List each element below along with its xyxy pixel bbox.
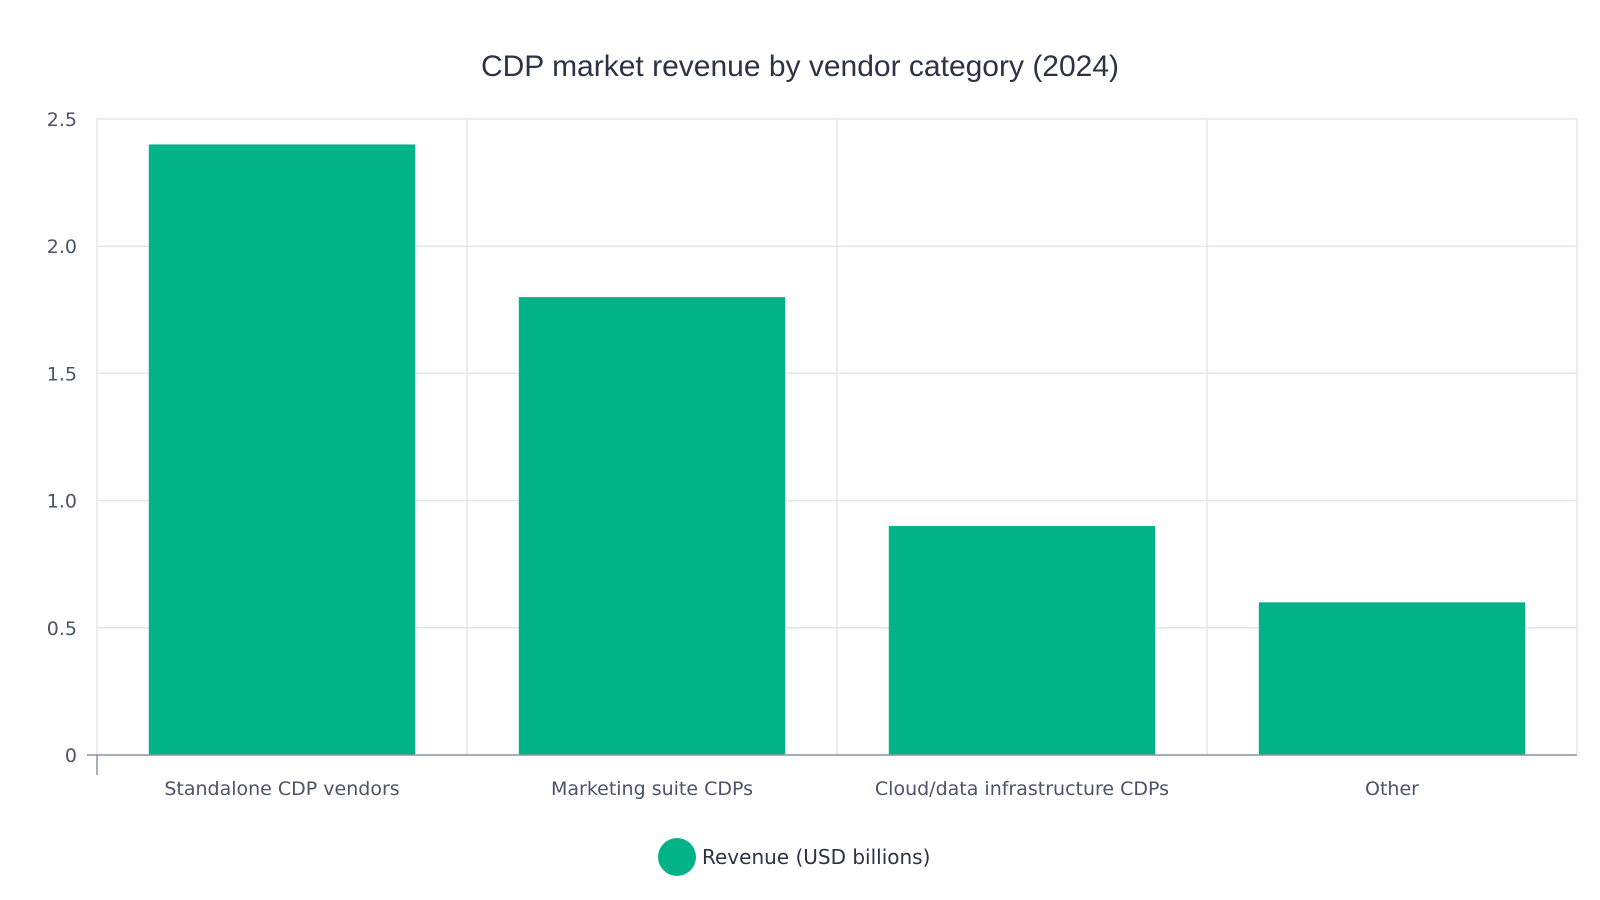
legend-swatch[interactable]: [658, 838, 696, 876]
y-tick-label: 1.5: [47, 363, 77, 385]
y-tick-labels: 0 0.5 1.0 1.5 2.0 2.5: [47, 109, 77, 767]
chart-title: CDP market revenue by vendor category (2…: [481, 50, 1119, 83]
legend-label[interactable]: Revenue (USD billions): [702, 845, 930, 869]
bar-other[interactable]: [1258, 602, 1526, 755]
axes: [87, 754, 1577, 775]
x-tick-label: Marketing suite CDPs: [551, 778, 753, 800]
bar-cloud-data-infrastructure-cdps[interactable]: [888, 526, 1156, 755]
bar-marketing-suite-cdps[interactable]: [518, 297, 786, 755]
bars: [148, 144, 1526, 755]
y-tick-label: 2.0: [47, 236, 77, 258]
x-tick-label: Standalone CDP vendors: [164, 778, 399, 800]
bar-standalone-cdp-vendors[interactable]: [148, 144, 416, 755]
legend[interactable]: Revenue (USD billions): [658, 838, 930, 876]
x-tick-label: Other: [1365, 778, 1419, 800]
y-tick-label: 1.0: [47, 491, 77, 513]
x-tick-labels: Standalone CDP vendors Marketing suite CD…: [164, 778, 1419, 800]
y-tick-label: 0: [65, 745, 77, 767]
y-tick-label: 2.5: [47, 109, 77, 131]
y-tick-label: 0.5: [47, 618, 77, 640]
x-tick-label: Cloud/data infrastructure CDPs: [875, 778, 1169, 800]
